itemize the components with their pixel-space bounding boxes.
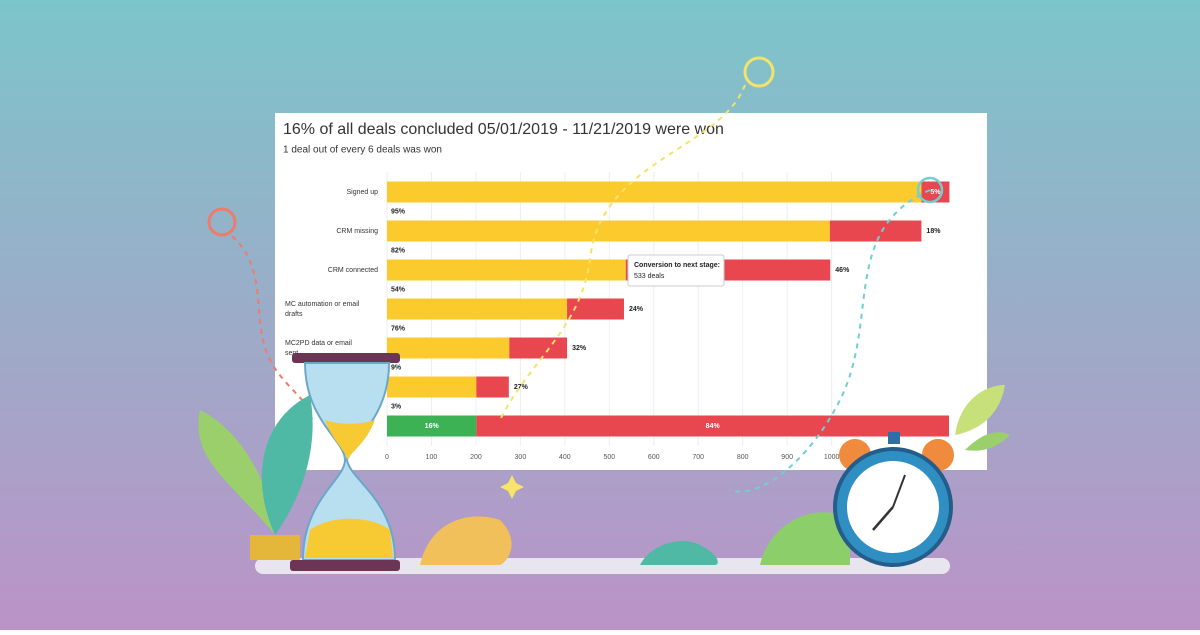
category-label: CRM connected <box>328 267 378 274</box>
bush <box>640 541 718 565</box>
pot <box>250 535 300 560</box>
value-label: 24% <box>629 306 644 313</box>
bar-segment <box>387 220 830 242</box>
chart-subtitle: 1 deal out of every 6 deals was won <box>283 145 442 156</box>
value-label: 32% <box>572 345 587 352</box>
hourglass-sand <box>305 518 393 558</box>
deco-dash <box>499 84 746 421</box>
x-tick-label: 0 <box>385 454 389 461</box>
deco-dash <box>231 235 311 411</box>
conversion-label: 76% <box>391 325 406 332</box>
deco-circle <box>207 207 237 237</box>
value-label: 84% <box>706 423 721 430</box>
bush <box>420 516 512 565</box>
x-tick-label: 200 <box>470 454 482 461</box>
clock-hand <box>872 506 894 531</box>
value-label: 46% <box>835 267 850 274</box>
category-label: Signed up <box>346 189 378 196</box>
category-label: CRM missing <box>336 228 378 235</box>
bar-segment <box>476 376 509 398</box>
bar-segment <box>387 259 626 281</box>
conversion-label: 82% <box>391 247 406 254</box>
bar-segment <box>387 376 477 398</box>
tooltip-title: Conversion to next stage: <box>634 262 720 269</box>
chart-panel <box>275 113 987 470</box>
x-tick-label: 600 <box>648 454 660 461</box>
bar-segment <box>387 298 568 320</box>
bar-segment <box>509 337 568 359</box>
tooltip: Conversion to next stage: 533 deals <box>627 254 725 287</box>
conversion-label: 9% <box>391 364 402 371</box>
category-label: MC2PD data or email sent <box>285 340 352 357</box>
leaf <box>965 432 1010 451</box>
bar-segment <box>387 337 510 359</box>
value-label: 16% <box>425 423 440 430</box>
conversion-label: 54% <box>391 286 406 293</box>
bar-segment <box>476 415 949 437</box>
x-tick-label: 1000 <box>824 454 840 461</box>
bar-segment <box>829 220 922 242</box>
conversion-label: 95% <box>391 208 406 215</box>
bush <box>760 512 850 565</box>
bar-segment <box>387 415 477 437</box>
plot: 0 100 200 300 400 500 600 700 800 900 1000 Signed u… <box>285 172 950 461</box>
bar-segment <box>387 181 922 203</box>
x-tick-label: 500 <box>603 454 615 461</box>
hourglass-cap <box>292 353 400 363</box>
category-label: MC automation or email drafts <box>285 301 360 318</box>
leaf <box>198 410 275 535</box>
x-tick-label: 800 <box>737 454 749 461</box>
x-tick-label: 400 <box>559 454 571 461</box>
hourglass-sand <box>325 420 375 460</box>
clock-hand <box>892 474 906 508</box>
value-label: 5% <box>930 189 941 196</box>
sparkle <box>500 475 524 499</box>
leaf <box>955 385 1005 435</box>
x-tick-label: 100 <box>426 454 438 461</box>
value-label: 27% <box>514 384 529 391</box>
bar-segment <box>567 298 624 320</box>
clock-knob <box>888 432 900 444</box>
x-tick-label: 700 <box>692 454 704 461</box>
x-tick-label: 900 <box>781 454 793 461</box>
deco-circle <box>916 176 944 204</box>
deco-circle <box>743 56 775 88</box>
value-label: 18% <box>926 228 941 235</box>
tooltip-text: 533 deals <box>634 273 665 280</box>
tooltip-box <box>627 254 725 287</box>
hourglass-cap <box>290 560 400 571</box>
deco-dash <box>729 189 931 493</box>
chart-title: 16% of all deals concluded 05/01/2019 - … <box>283 121 724 138</box>
conversion-label: 3% <box>391 403 402 410</box>
x-tick-label: 300 <box>515 454 527 461</box>
leaf <box>261 395 313 535</box>
